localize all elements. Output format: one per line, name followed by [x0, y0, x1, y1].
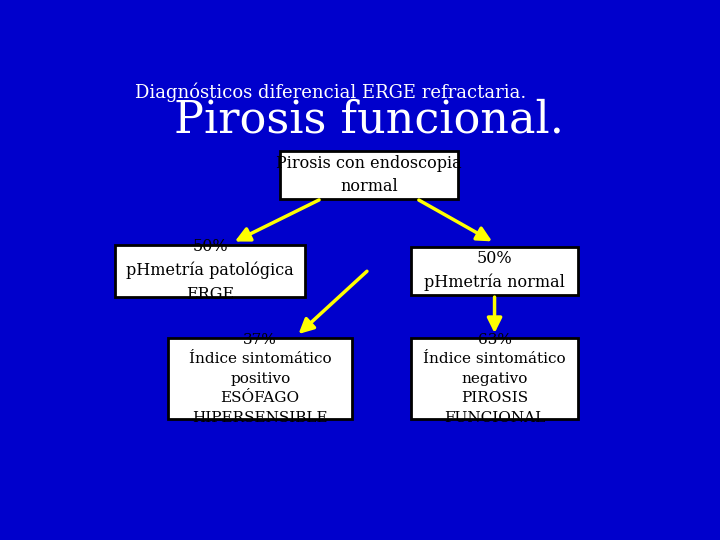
FancyBboxPatch shape [115, 245, 305, 296]
FancyBboxPatch shape [411, 338, 578, 419]
FancyBboxPatch shape [411, 247, 578, 294]
Text: Diagnósticos diferencial ERGE refractaria.: Diagnósticos diferencial ERGE refractari… [135, 82, 526, 102]
Text: 50%
pHmetría normal: 50% pHmetría normal [424, 250, 565, 291]
FancyBboxPatch shape [279, 151, 458, 199]
Text: 50%
pHmetría patológica
ERGE: 50% pHmetría patológica ERGE [126, 238, 294, 303]
Text: Pirosis funcional.: Pirosis funcional. [174, 98, 564, 141]
FancyBboxPatch shape [168, 338, 352, 419]
Text: Pirosis con endoscopia
normal: Pirosis con endoscopia normal [276, 155, 462, 195]
Text: 63%
Índice sintomático
negativo
PIROSIS
FUNCIONAL: 63% Índice sintomático negativo PIROSIS … [423, 333, 566, 425]
Text: 37%
Índice sintomático
positivo
ESÓFAGO
HIPERSENSIBLE: 37% Índice sintomático positivo ESÓFAGO … [189, 333, 331, 425]
